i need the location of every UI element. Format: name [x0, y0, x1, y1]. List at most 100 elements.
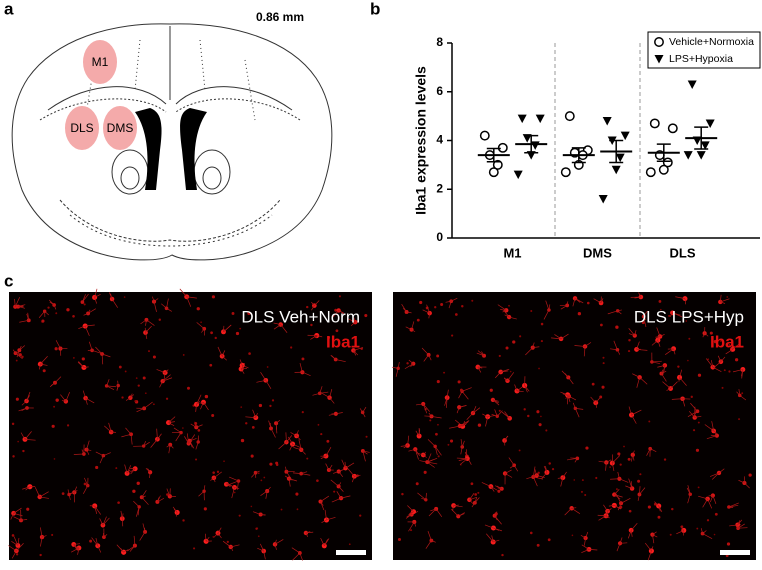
cell [726, 296, 728, 298]
cell [461, 305, 463, 307]
cell [437, 380, 440, 383]
cell [215, 337, 217, 339]
cell [26, 508, 29, 511]
panel-label: c [4, 271, 13, 290]
panel-label: a [4, 0, 14, 18]
cell [587, 302, 590, 305]
cell [664, 458, 666, 460]
cell [519, 335, 521, 337]
cell [434, 306, 436, 308]
cell [195, 459, 197, 461]
cell [438, 455, 440, 457]
cell [255, 528, 257, 530]
cell [497, 490, 500, 493]
cell [477, 492, 479, 494]
cell [236, 332, 239, 335]
cell [749, 474, 752, 477]
cell [417, 319, 420, 322]
stain-label: Iba1 [710, 332, 744, 351]
cell [55, 312, 57, 314]
cell [41, 320, 44, 323]
data-point [566, 112, 574, 120]
cell [573, 479, 575, 481]
cell [258, 472, 260, 474]
scale-bar [720, 550, 750, 555]
cell [458, 380, 461, 383]
cell [227, 541, 229, 543]
cell [187, 387, 190, 390]
cell [138, 384, 140, 386]
cell [55, 347, 58, 350]
micrograph [393, 292, 756, 560]
cell [436, 355, 439, 358]
cell [490, 389, 493, 392]
cell [212, 295, 215, 298]
cell [581, 491, 583, 493]
cell [530, 532, 533, 535]
cell [204, 507, 207, 510]
data-point [599, 195, 608, 204]
cell [290, 346, 292, 348]
cell [474, 493, 477, 496]
cell [738, 418, 740, 420]
cell [84, 303, 86, 305]
cell [722, 387, 724, 389]
cell [301, 357, 304, 360]
cell [153, 356, 156, 359]
cell [541, 340, 543, 342]
cell [297, 508, 299, 510]
cell [119, 366, 122, 369]
cell [728, 370, 730, 372]
cell [275, 462, 278, 465]
cell [47, 306, 49, 308]
cell [451, 334, 453, 336]
cell [16, 553, 18, 555]
cell [53, 406, 55, 408]
cell [239, 515, 241, 517]
cell [67, 424, 69, 426]
cell [232, 312, 235, 315]
cell [681, 525, 684, 528]
cell [148, 350, 150, 352]
cell [22, 450, 24, 452]
cell [269, 463, 272, 466]
cell [537, 544, 540, 547]
image-title: DLS Veh+Norm [241, 307, 360, 326]
cell [548, 538, 551, 541]
cell [39, 554, 41, 556]
cell [429, 419, 431, 421]
cell [295, 493, 298, 496]
cell [272, 399, 274, 401]
cell [707, 358, 709, 360]
cell [84, 483, 87, 486]
data-point [697, 151, 706, 160]
cell [364, 314, 367, 317]
data-point [688, 80, 697, 89]
data-point [490, 168, 498, 176]
cell [241, 439, 244, 442]
cell [339, 295, 341, 297]
cell [691, 396, 693, 398]
cell [410, 529, 412, 531]
region-label: M1 [92, 55, 109, 69]
panel-label: b [370, 0, 380, 18]
cell [318, 424, 320, 426]
legend-marker [655, 38, 663, 46]
cell [741, 392, 743, 394]
cell [524, 408, 526, 410]
cell [211, 414, 214, 417]
data-point [621, 132, 630, 141]
cell [212, 536, 214, 538]
cell [727, 542, 730, 545]
legend-label: Vehicle+Normoxia [669, 36, 754, 48]
y-tick-label: 6 [436, 84, 443, 98]
cell [197, 307, 200, 310]
cell [416, 482, 419, 485]
cell [155, 500, 159, 504]
cell [552, 468, 554, 470]
cell [82, 357, 85, 360]
cell [137, 482, 140, 485]
cell [223, 460, 225, 462]
cell [600, 324, 603, 327]
cell [637, 480, 640, 483]
